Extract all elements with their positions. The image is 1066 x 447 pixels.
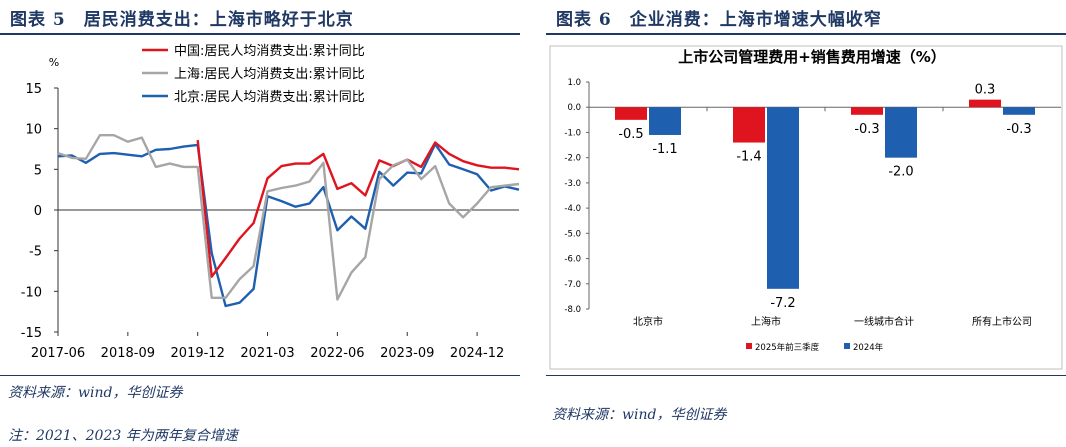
category-label: 所有上市公司 — [972, 315, 1032, 328]
x-tick-label: 2024-12 — [450, 346, 504, 361]
legend-label-3: 北京:居民人均消费支出:累计同比 — [174, 90, 365, 105]
figure-6-source: 资料来源：wind，华创证券 — [552, 407, 727, 423]
y-tick-label: 15 — [25, 82, 42, 97]
y-tick-label: -5 — [29, 245, 42, 260]
figure-5-bottom-rule — [0, 375, 520, 376]
data-label: 0.3 — [975, 83, 996, 98]
y-unit-label: % — [49, 56, 59, 69]
bar-2024 — [767, 107, 799, 289]
x-tick-label: 2019-12 — [171, 346, 225, 361]
x-tick-label: 2021-03 — [240, 346, 294, 361]
x-tick-label: 2022-06 — [310, 346, 364, 361]
y-tick-label: -4.0 — [564, 204, 581, 214]
figure-5-header: 图表 5 居民消费支出：上海市略好于北京 — [0, 0, 520, 35]
legend-swatch-2 — [844, 343, 850, 349]
y-tick-label: -8.0 — [564, 305, 581, 315]
y-tick-label: -10 — [21, 285, 42, 300]
figure-5-source: 资料来源：wind，华创证券 — [8, 385, 183, 401]
bar-ytd-2025 — [615, 107, 647, 120]
y-tick-label: 0 — [34, 204, 42, 219]
figure-5-title: 图表 5 居民消费支出：上海市略好于北京 — [10, 10, 354, 30]
y-tick-label: 0.0 — [567, 103, 581, 113]
series-line-1 — [196, 139, 520, 278]
legend-swatch-1 — [746, 343, 752, 349]
y-tick-label: -1.0 — [564, 128, 581, 138]
line-chart: % 15 10 5 0 -5 -10 -15 2017-06 2018-09 2019-12 2021… — [21, 44, 520, 361]
figure-6-bottom-rule — [546, 375, 1066, 376]
bar-chart: 上市公司管理费用+销售费用增速（%） 1.0 0.0 -1.0 -2.0 -3.0 -4.0… — [549, 45, 1063, 370]
y-tick-label: 1.0 — [567, 78, 581, 88]
bar-2024 — [1003, 107, 1035, 115]
data-label: -2.0 — [888, 165, 913, 180]
y-tick-label: -3.0 — [564, 179, 581, 189]
category-label: 上海市 — [751, 315, 781, 328]
data-label: -0.3 — [1006, 122, 1031, 137]
bar-ytd-2025 — [733, 107, 765, 143]
legend-label-2: 上海:居民人均消费支出:累计同比 — [174, 67, 365, 82]
series-line-3 — [57, 142, 520, 308]
bar-ytd-2025 — [851, 107, 883, 115]
category-label: 一线城市合计 — [854, 315, 914, 328]
chart-title: 上市公司管理费用+销售费用增速（%） — [678, 48, 946, 66]
bar-2024 — [649, 107, 681, 135]
x-tick-label: 2017-06 — [31, 346, 85, 361]
data-label: -1.4 — [736, 150, 761, 165]
data-label: -0.5 — [618, 127, 643, 142]
x-tick-label: 2023-09 — [380, 346, 434, 361]
y-tick-label: -15 — [21, 326, 42, 341]
data-label: -1.1 — [652, 142, 677, 157]
legend-label-1: 2025年前三季度 — [755, 342, 820, 353]
y-tick-label: 10 — [25, 123, 42, 138]
y-tick-label: -7.0 — [564, 280, 581, 290]
series-line-2 — [57, 133, 520, 301]
data-label: -7.2 — [770, 296, 795, 311]
category-label: 北京市 — [633, 315, 663, 328]
chart-frame — [549, 45, 1063, 370]
legend-label-1: 中国:居民人均消费支出:累计同比 — [174, 44, 365, 59]
bar-2024 — [885, 107, 917, 158]
bar-ytd-2025 — [969, 99, 1001, 108]
y-tick-label: 5 — [34, 163, 42, 178]
y-tick-label: -5.0 — [564, 229, 581, 239]
x-tick-label: 2018-09 — [101, 346, 155, 361]
legend-label-2: 2024年 — [853, 342, 884, 353]
figure-6-header: 图表 6 企业消费：上海市增速大幅收窄 — [546, 0, 1066, 35]
figure-5-note: 注：2021、2023 年为两年复合增速 — [8, 428, 238, 444]
y-tick-label: -6.0 — [564, 255, 581, 265]
data-label: -0.3 — [854, 122, 879, 137]
y-tick-label: -2.0 — [564, 154, 581, 164]
figure-6-title: 图表 6 企业消费：上海市增速大幅收窄 — [556, 10, 882, 30]
